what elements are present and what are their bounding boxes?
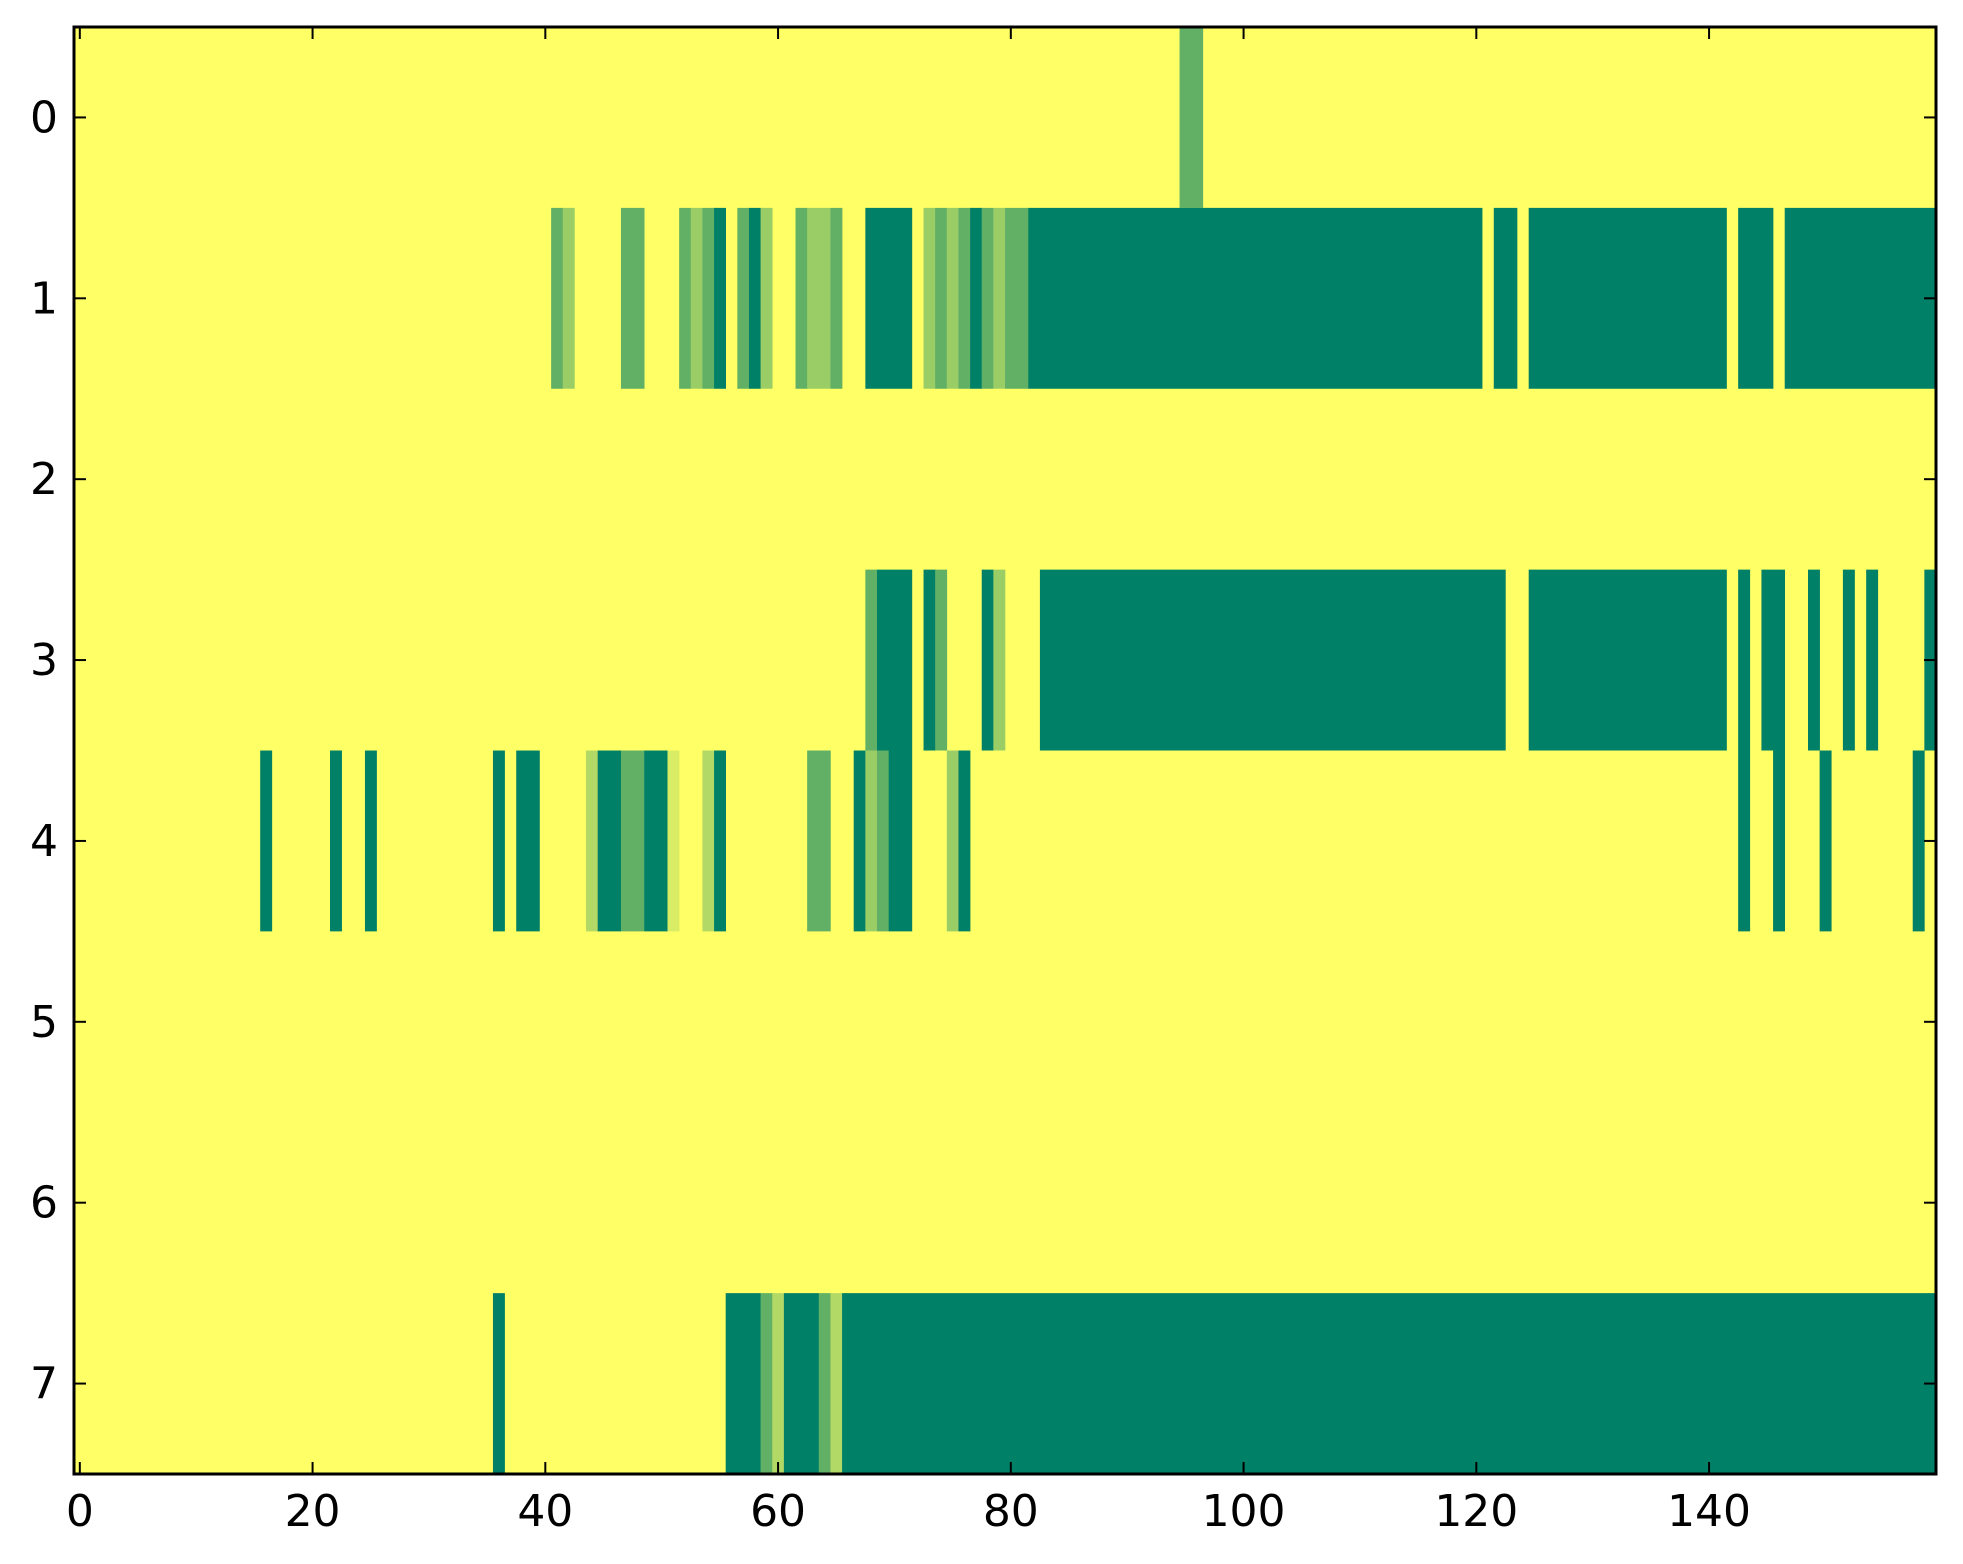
x-tick-label: 0	[66, 1486, 94, 1537]
heatmap-cell	[1912, 750, 1925, 932]
heatmap-cell	[865, 207, 913, 389]
x-tick-label: 140	[1667, 1486, 1751, 1537]
heatmap-cell	[1761, 569, 1786, 751]
heatmap-cell	[958, 750, 971, 932]
heatmap-cell	[772, 1293, 785, 1475]
heatmap-cell	[1028, 207, 1483, 389]
heatmap-cell	[958, 207, 971, 389]
heatmap-cell	[516, 750, 540, 932]
x-tick-label: 20	[285, 1486, 341, 1537]
heatmap-cell	[551, 207, 564, 389]
heatmap-cell	[1807, 569, 1820, 751]
heatmap-cell	[842, 1293, 1937, 1475]
heatmap-cell	[795, 207, 808, 389]
y-tick-label: 3	[30, 635, 58, 686]
x-tick-label: 60	[750, 1486, 806, 1537]
heatmap-cell	[714, 750, 726, 932]
heatmap-cell	[888, 750, 913, 932]
heatmap-cell	[1039, 569, 1506, 751]
heatmap-cell	[492, 750, 505, 932]
heatmap-cell	[1738, 207, 1774, 389]
heatmap-cell	[818, 1293, 831, 1475]
x-tick-label: 80	[983, 1486, 1039, 1537]
heatmap-cell	[1179, 27, 1204, 208]
y-tick-label: 4	[30, 816, 58, 867]
plot-frame	[72, 25, 1938, 1476]
heatmap-cell	[1528, 207, 1727, 389]
heatmap-cell	[1866, 569, 1879, 751]
heatmap-cell	[876, 569, 913, 751]
heatmap-cell	[702, 750, 715, 932]
y-tick-label: 1	[30, 273, 58, 324]
heatmap-cell	[364, 750, 377, 932]
heatmap-cell	[1738, 569, 1751, 751]
y-tick-label: 2	[30, 454, 58, 505]
heatmap-cell	[807, 207, 831, 389]
heatmap-cell	[702, 207, 715, 389]
heatmap-cell	[946, 207, 959, 389]
heatmap-cell	[865, 750, 878, 932]
heatmap-cell	[923, 207, 936, 389]
heatmap-cell	[1819, 750, 1832, 932]
heatmap-cell	[1738, 750, 1751, 932]
axis-tick-labels: 0 20 40 60 80 100 120 140 0 1 2 3 4 5 6 7	[30, 92, 1751, 1537]
x-tick-label: 40	[517, 1486, 573, 1537]
heatmap-cell	[679, 207, 692, 389]
y-tick-label: 7	[30, 1359, 58, 1410]
heatmap-cell	[330, 750, 342, 932]
heatmap-cell	[993, 207, 1006, 389]
heatmap-cell	[1773, 750, 1786, 932]
heatmap-cell	[981, 569, 994, 751]
heatmap-cell	[725, 1293, 761, 1475]
heatmap-cell	[748, 207, 761, 389]
heatmap-cell	[644, 750, 668, 932]
heatmap-cell	[1493, 207, 1518, 389]
heatmap-cell	[1784, 207, 1937, 389]
heatmap-cell	[586, 750, 598, 932]
heatmap-cell	[853, 750, 866, 932]
heatmap-cell	[260, 750, 273, 932]
heatmap-cell	[970, 207, 983, 389]
axis-ticks	[74, 27, 1936, 1474]
heatmap-cell	[1005, 207, 1029, 389]
x-tick-label: 120	[1434, 1486, 1518, 1537]
heatmap-cell	[760, 207, 773, 389]
heatmap-cell	[830, 1293, 843, 1475]
heatmap-cell	[620, 207, 645, 389]
heatmap-cells	[74, 27, 1937, 1475]
heatmap-cell	[620, 750, 645, 932]
heatmap-cell	[1842, 569, 1855, 751]
y-tick-label: 0	[30, 92, 58, 143]
heatmap-cell	[667, 750, 680, 932]
heatmap-cell	[865, 569, 878, 751]
heatmap-cell	[935, 569, 948, 751]
y-tick-label: 5	[30, 997, 58, 1048]
heatmap-cell	[1528, 569, 1727, 751]
y-tick-label: 6	[30, 1178, 58, 1229]
heatmap-cell	[923, 569, 936, 751]
heatmap-cell	[876, 750, 889, 932]
heatmap-cell	[562, 207, 575, 389]
heatmap-cell	[597, 750, 622, 932]
heatmap-cell	[993, 569, 1006, 751]
heatmap-cell	[714, 207, 726, 389]
heatmap-cell	[946, 750, 959, 932]
heatmap-cell	[783, 1293, 820, 1475]
heatmap-cell	[807, 750, 831, 932]
heatmap-cell	[981, 207, 994, 389]
heatmap-cell	[935, 207, 948, 389]
heatmap-cell	[492, 1293, 505, 1475]
heatmap-cell	[737, 207, 750, 389]
x-tick-label: 100	[1202, 1486, 1286, 1537]
heatmap-cell	[830, 207, 843, 389]
heatmap-cell	[690, 207, 703, 389]
heatmap-cell	[760, 1293, 773, 1475]
